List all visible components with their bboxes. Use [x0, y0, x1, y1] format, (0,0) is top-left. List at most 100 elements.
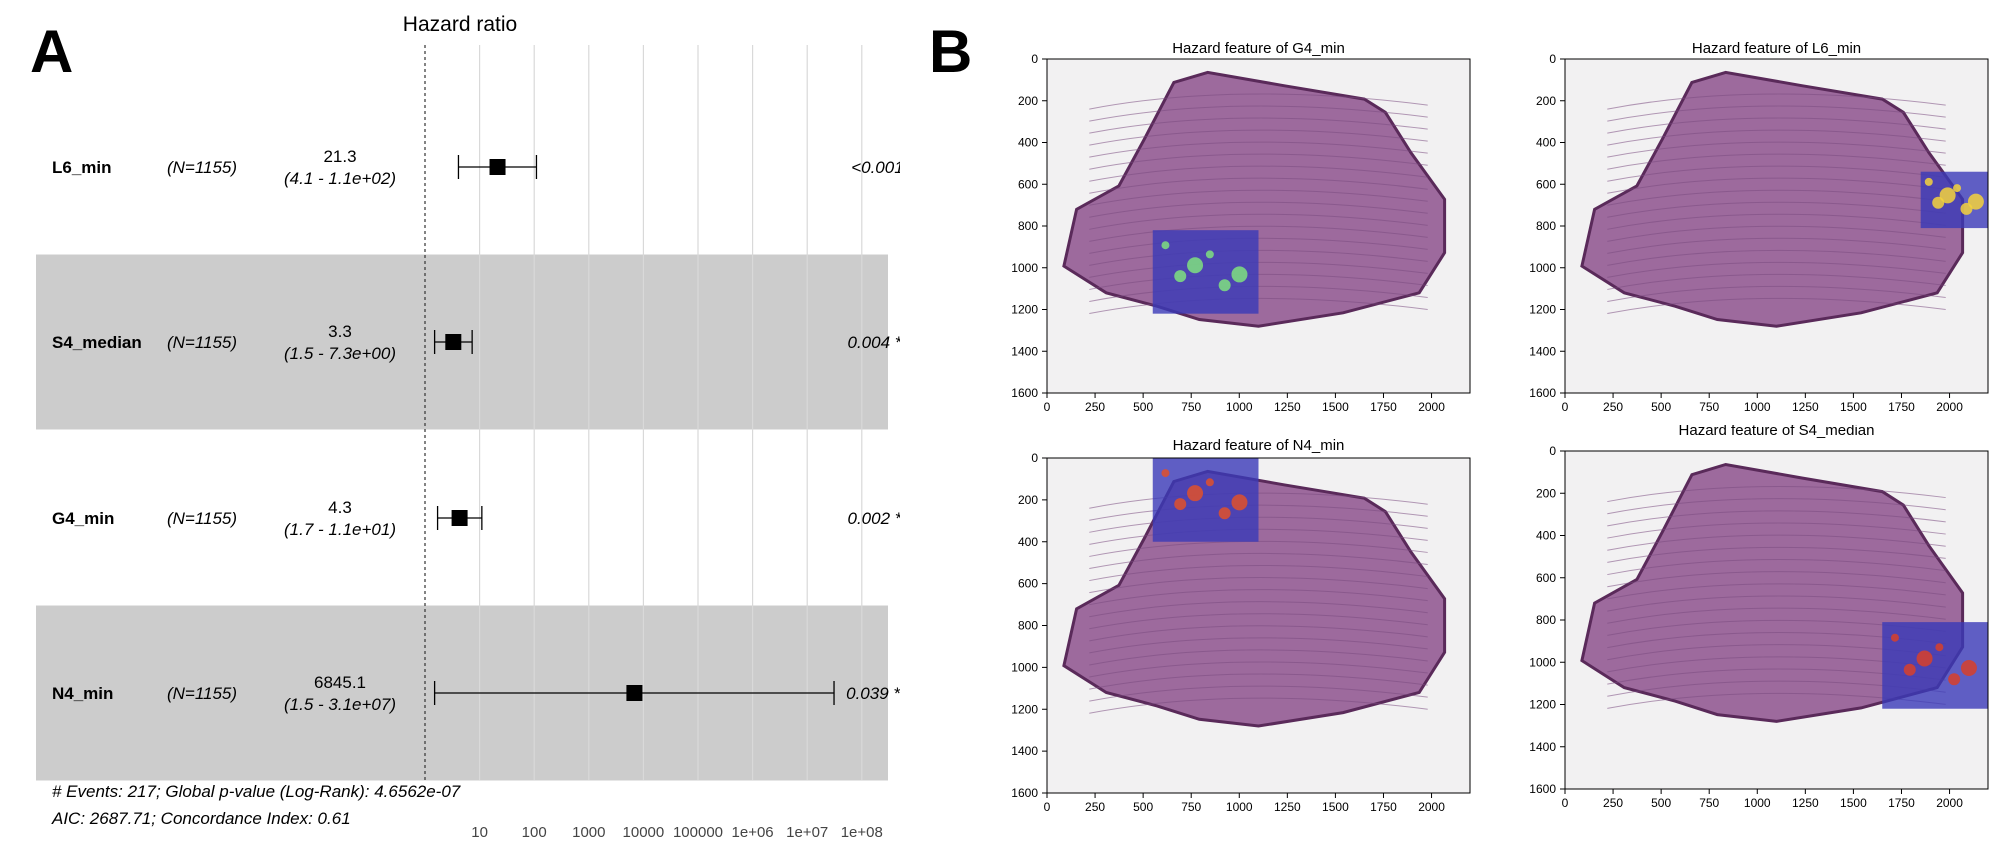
hotspot — [1935, 643, 1944, 652]
y-tick-label: 1000 — [1011, 660, 1038, 674]
y-tick-label: 200 — [1536, 486, 1556, 500]
tissue-texture — [1607, 117, 1946, 134]
tissue-texture — [1607, 546, 1946, 563]
x-tick-label: 750 — [1181, 400, 1201, 414]
tile-axes: 0 250 500 750 1000 1250 1500 1750 2000 0 200 400 600… — [1529, 52, 1989, 414]
tissue-texture — [1607, 607, 1946, 624]
tissue-texture — [1089, 225, 1428, 242]
x-tick-label: 100 — [522, 824, 547, 841]
row-hr: 3.3 — [328, 322, 352, 341]
x-tick-label: 500 — [1133, 800, 1153, 814]
tissue-texture — [1607, 522, 1946, 539]
tissue-texture — [1607, 485, 1946, 503]
hotspot — [1187, 485, 1204, 502]
forest-plot: L6_min (N=1155) 21.3 (4.1 - 1.1e+02) <0.001 … — [36, 13, 901, 841]
tissue-texture — [1607, 498, 1946, 515]
x-tick-label: 1750 — [1370, 400, 1397, 414]
hotspot — [1205, 250, 1214, 259]
row-name: S4_median — [52, 333, 142, 352]
slide-content — [1062, 458, 1447, 728]
y-tick-label: 1400 — [1529, 344, 1556, 358]
row-p-value: 0.004 ** — [848, 333, 901, 352]
tissue-texture — [1607, 510, 1946, 527]
tissue-texture — [1607, 237, 1946, 254]
x-tick-label: 250 — [1603, 400, 1623, 414]
row-n: (N=1155) — [167, 158, 237, 177]
hotspot — [1174, 498, 1187, 511]
hotspot — [1161, 469, 1170, 478]
x-tick-label: 0 — [1044, 400, 1051, 414]
x-tick-label: 1500 — [1840, 400, 1867, 414]
tissue-texture — [1089, 552, 1428, 569]
x-tick-label: 2000 — [1418, 400, 1445, 414]
y-tick-label: 600 — [1536, 571, 1556, 585]
tissue-texture — [1089, 153, 1428, 170]
tile-axes: 0 250 500 750 1000 1250 1500 1750 2000 0 200 400 600… — [1011, 52, 1471, 414]
tissue-texture — [1089, 589, 1428, 606]
tissue-texture — [1607, 558, 1946, 576]
heatmap-tile-n4-min: Hazard feature of N4_min 0 250 500 750 1000 12… — [1011, 437, 1471, 814]
hr-point — [451, 510, 468, 526]
y-tick-label: 1600 — [1011, 786, 1038, 800]
hr-point — [489, 159, 506, 175]
y-tick-label: 200 — [1018, 94, 1038, 108]
hotspot — [1948, 673, 1961, 686]
tissue-texture — [1607, 153, 1946, 170]
x-tick-label: 1250 — [1274, 800, 1301, 814]
hotspot — [1218, 279, 1231, 292]
y-tick-label: 0 — [1549, 52, 1556, 66]
row-p-value: 0.039 * — [846, 684, 900, 703]
x-tick-label: 1000 — [1226, 400, 1253, 414]
y-tick-label: 400 — [1536, 529, 1556, 543]
y-tick-label: 1000 — [1011, 261, 1038, 275]
tissue-texture — [1607, 189, 1946, 206]
tissue-texture — [1089, 177, 1428, 194]
row-p-value: 0.002 ** — [848, 509, 901, 528]
hotspot — [1231, 266, 1248, 283]
row-n: (N=1155) — [167, 509, 237, 528]
x-tick-label: 1000 — [572, 824, 605, 841]
tissue-texture — [1607, 141, 1946, 158]
hotspot — [1231, 494, 1248, 511]
y-tick-label: 600 — [1536, 177, 1556, 191]
hotspot — [1161, 241, 1170, 250]
y-tick-label: 400 — [1018, 535, 1038, 549]
x-tick-label: 1000 — [1744, 400, 1771, 414]
y-tick-label: 0 — [1549, 444, 1556, 458]
tile-title: Hazard feature of N4_min — [1173, 437, 1345, 454]
y-tick-label: 800 — [1018, 619, 1038, 633]
x-tick-label: 1e+06 — [732, 824, 774, 841]
tile-axes: 0 250 500 750 1000 1250 1500 1750 2000 0 200 400 600… — [1011, 451, 1471, 814]
y-tick-label: 200 — [1018, 493, 1038, 507]
hotspot — [1924, 177, 1933, 186]
x-tick-label: 1500 — [1322, 800, 1349, 814]
hr-point — [445, 334, 462, 350]
hr-point — [626, 685, 643, 701]
tissue-texture — [1089, 189, 1428, 206]
tile-title: Hazard feature of G4_min — [1172, 40, 1345, 57]
x-tick-label: 750 — [1699, 400, 1719, 414]
row-name: G4_min — [52, 509, 114, 528]
y-tick-label: 1200 — [1529, 698, 1556, 712]
y-tick-label: 400 — [1018, 136, 1038, 150]
tissue-texture — [1089, 117, 1428, 134]
x-tick-label: 1250 — [1792, 400, 1819, 414]
hotspot — [1939, 187, 1956, 204]
y-tick-label: 1200 — [1011, 702, 1038, 716]
tissue-texture — [1089, 685, 1428, 702]
x-tick-label: 10000 — [623, 824, 665, 841]
x-tick-label: 2000 — [1936, 400, 1963, 414]
tissue-texture — [1089, 649, 1428, 666]
y-tick-label: 1600 — [1011, 386, 1038, 400]
tissue-texture — [1607, 165, 1946, 182]
tissue-section — [1580, 70, 1965, 328]
x-tick-label: 2000 — [1936, 796, 1963, 810]
x-tick-label: 1000 — [1226, 800, 1253, 814]
tissue-texture — [1089, 661, 1428, 678]
tissue-texture — [1607, 595, 1946, 612]
row-name: L6_min — [52, 158, 112, 177]
hotspot — [1205, 478, 1214, 487]
x-tick-label: 0 — [1044, 800, 1051, 814]
tissue-texture — [1089, 601, 1428, 618]
x-tick-label: 250 — [1603, 796, 1623, 810]
